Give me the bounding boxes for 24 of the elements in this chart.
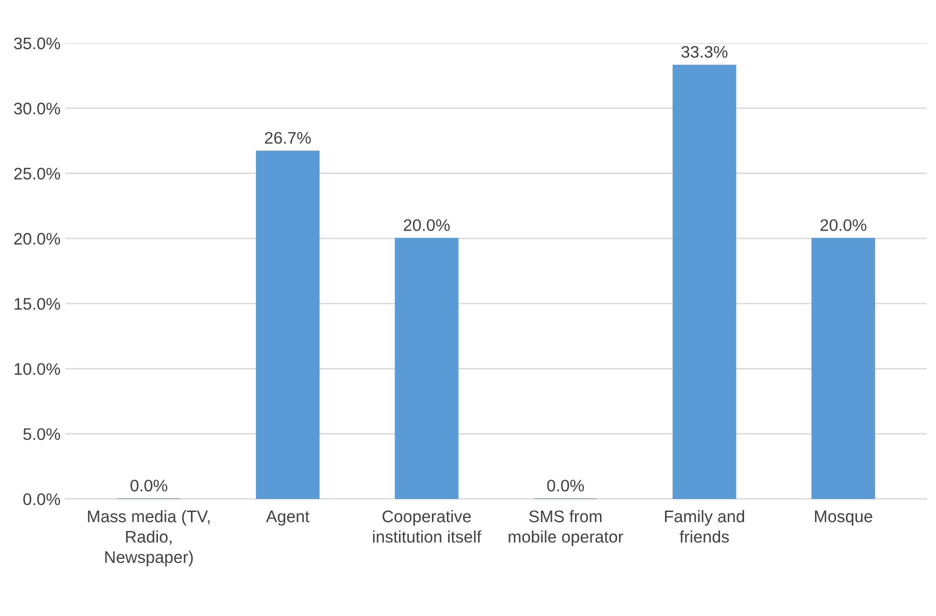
data-label: 20.0% <box>404 219 450 232</box>
y-tick-label: 30.0% <box>14 102 60 114</box>
y-tick-label: 10.0% <box>14 363 60 375</box>
y-tick-label: 35.0% <box>14 38 60 50</box>
bar <box>672 64 736 499</box>
data-label: 26.7% <box>264 132 311 144</box>
x-tick-label: Cooperative institution itself <box>373 510 482 543</box>
data-label: 20.0% <box>820 219 866 232</box>
bar <box>256 150 320 499</box>
x-tick-label: Agent <box>266 510 310 526</box>
y-tick-label: 15.0% <box>14 298 60 310</box>
y-tick-label: 20.0% <box>14 232 60 245</box>
bar <box>812 238 876 499</box>
y-tick-label: 5.0% <box>23 428 60 440</box>
data-label: 33.3% <box>681 46 728 58</box>
x-tick-label: Mass media (TV, Radio, Newspaper) <box>88 510 210 566</box>
x-tick-label: Family and friends <box>665 510 744 543</box>
x-tick-label: Mosque <box>815 510 872 526</box>
y-tick-label: 25.0% <box>14 168 60 180</box>
x-tick-label: SMS from mobile operator <box>508 510 624 546</box>
bar <box>394 238 458 499</box>
y-tick-label: 0.0% <box>23 493 60 506</box>
data-label: 0.0% <box>130 480 168 492</box>
data-label: 0.0% <box>547 480 584 492</box>
